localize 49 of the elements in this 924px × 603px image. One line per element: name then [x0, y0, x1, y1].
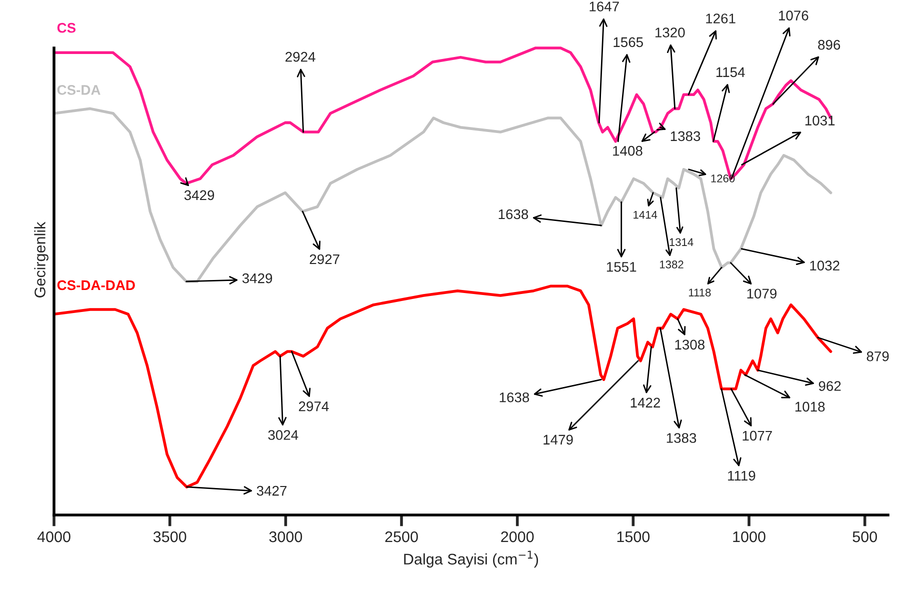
annotation: 1079 — [747, 288, 776, 299]
annotation: 1308 — [675, 340, 704, 350]
annotation: 1638 — [498, 209, 528, 220]
annotation: 1154 — [716, 67, 745, 78]
annotation: 879 — [866, 351, 889, 362]
series-label: CS-DA — [57, 85, 100, 95]
annotation: 2927 — [310, 254, 340, 264]
annotation: 1422 — [630, 398, 660, 408]
x-tick-label: 1000 — [733, 531, 766, 542]
annotation: 1032 — [810, 260, 840, 271]
annotation: 1414 — [634, 210, 658, 219]
annotation: 1320 — [655, 28, 685, 38]
annotation: 1076 — [779, 10, 808, 20]
annotation: 896 — [818, 40, 840, 50]
annotation: 1565 — [614, 37, 643, 48]
annotation: 1647 — [590, 2, 619, 12]
annotation: 1119 — [728, 470, 756, 481]
annotation: 3024 — [268, 430, 298, 440]
annotation: 1077 — [742, 430, 772, 441]
annotation: 1260 — [711, 174, 735, 182]
annotation: 3427 — [256, 486, 286, 496]
annotation: 3429 — [242, 273, 272, 284]
y-axis-title: Gecirgenlik — [34, 222, 48, 298]
annotation: 2924 — [286, 52, 316, 62]
x-tick-label: 3000 — [269, 531, 302, 542]
annotation: 1261 — [706, 14, 736, 24]
annotation: 2974 — [298, 401, 329, 412]
annotation: 1314 — [670, 238, 694, 246]
annotation: 962 — [818, 381, 841, 391]
annotation: 1638 — [500, 392, 530, 402]
annotation: 3429 — [184, 190, 214, 200]
annotation: 1383 — [670, 131, 700, 142]
annotation: 1479 — [544, 434, 573, 445]
annotation: 1018 — [795, 402, 825, 412]
x-tick-label: 2500 — [385, 531, 418, 542]
annotation: 1031 — [805, 116, 835, 126]
x-tick-label: 500 — [852, 531, 877, 542]
series-label: CS — [57, 22, 76, 33]
series-label: CS-DA-DAD — [57, 280, 135, 290]
x-tick-label: 1500 — [617, 531, 650, 542]
x-tick-label: 2000 — [501, 531, 534, 542]
x-tick-label: 3500 — [153, 531, 186, 542]
x-tick-label: 4000 — [37, 531, 70, 542]
annotation: 1383 — [666, 433, 696, 443]
x-axis-title: Dalga Sayisi (cm$^{−1}$) — [404, 550, 538, 568]
annotation: 1118 — [688, 288, 711, 296]
annotation: 1382 — [660, 260, 684, 268]
annotation: 1551 — [606, 262, 636, 272]
annotation: 1408 — [613, 146, 642, 156]
